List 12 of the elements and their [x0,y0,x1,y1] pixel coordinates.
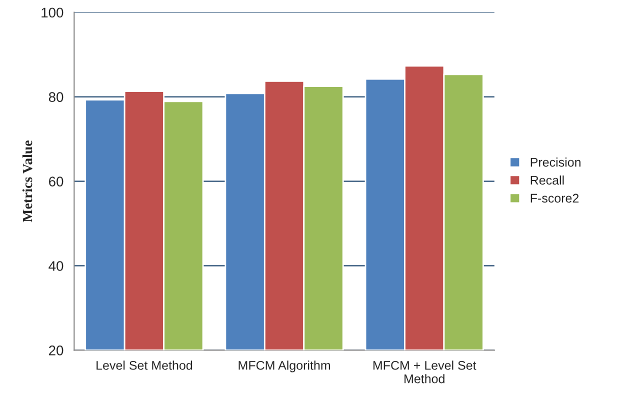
x-tick-label: MFCM + Level Set Method [373,360,476,384]
y-tick-label: 60 [49,176,64,186]
y-tick-label: 100 [42,8,64,18]
y-tick-label: 40 [48,261,64,271]
legend-label: Recall [530,175,564,185]
x-tick-label: Level Set Method [96,360,192,370]
y-tick-label: 80 [48,92,64,102]
y-tick-label: 20 [48,346,64,356]
legend-label: Precision [530,158,580,167]
y-axis-title: Metrics Value [22,140,32,222]
legend-label: F-score2 [530,194,579,203]
x-tick-label: MFCM Algorithm [238,360,330,372]
